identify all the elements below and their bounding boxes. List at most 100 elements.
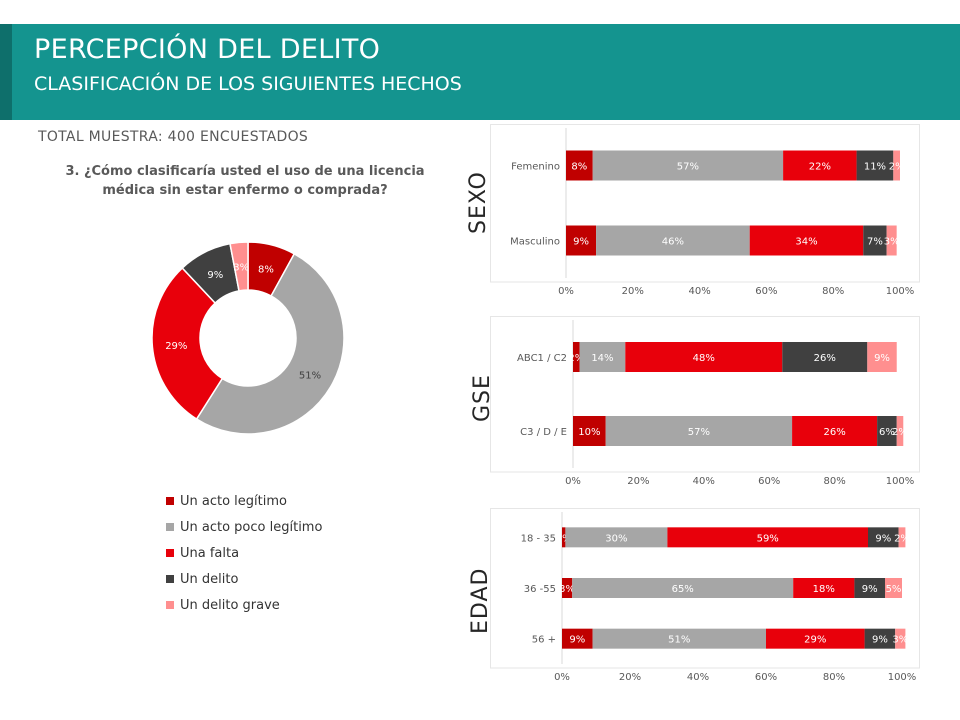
bar-segment — [782, 342, 868, 372]
pie-data-label: 9% — [207, 270, 223, 281]
bar-segment — [877, 416, 897, 446]
x-tick-label: 60% — [755, 672, 777, 683]
pie-data-label: 8% — [258, 264, 274, 275]
sample-note: TOTAL MUESTRA: 400 ENCUESTADOS — [38, 129, 309, 145]
bar-segment — [895, 628, 906, 649]
bar-data-label: 26% — [823, 427, 845, 438]
bar-segment — [667, 527, 868, 548]
x-tick-label: 60% — [755, 286, 777, 297]
x-tick-label: 20% — [622, 286, 644, 297]
bar-data-label: 9% — [872, 635, 888, 646]
bar-segment — [605, 416, 793, 446]
bar-data-label: 30% — [605, 533, 627, 544]
bar-data-label: 46% — [662, 237, 684, 248]
bar-segment — [596, 225, 750, 256]
pie-slice — [229, 241, 249, 292]
legend-swatch — [166, 497, 174, 505]
x-tick-label: 40% — [693, 476, 715, 487]
bar-segment — [565, 527, 668, 548]
bar-data-label: 57% — [677, 162, 699, 173]
legend: Un acto legítimo Un acto poco legítimo U… — [166, 488, 322, 618]
bar-segment — [566, 225, 597, 256]
bar-segment — [864, 628, 896, 649]
legend-item: Un delito — [166, 566, 322, 592]
bar-segment — [783, 150, 857, 181]
x-tick-label: 20% — [619, 672, 641, 683]
x-tick-label: 0% — [554, 672, 570, 683]
bar-segment — [885, 578, 902, 598]
plot-frame — [490, 316, 920, 473]
x-tick-label: 80% — [822, 286, 844, 297]
bar-data-label: 48% — [693, 353, 715, 364]
legend-swatch — [166, 523, 174, 531]
donut-chart: 8% 51% 29% 9% 3% — [151, 241, 345, 435]
bar-segment — [766, 628, 865, 649]
legend-label: Un delito grave — [180, 597, 280, 613]
bar-segment — [856, 150, 894, 181]
category-label: 36 -55 — [524, 584, 556, 595]
bar-chart-edad: 0% 20% 40% 60% 80% 100%18 - 35 1% 30% 59% 9% 2%36 … — [490, 508, 920, 683]
bar-data-label: 9% — [862, 584, 878, 595]
bar-data-label: 2% — [892, 427, 908, 438]
header-accent — [0, 24, 12, 120]
x-tick-label: 80% — [823, 476, 845, 487]
x-tick-label: 80% — [823, 672, 845, 683]
bar-segment — [793, 578, 855, 598]
bar-data-label: 6% — [879, 427, 895, 438]
category-label: 56 + — [532, 635, 556, 646]
x-tick-label: 60% — [758, 476, 780, 487]
bar-segment — [898, 527, 906, 548]
legend-swatch — [166, 549, 174, 557]
x-tick-label: 0% — [565, 476, 581, 487]
bar-data-label: 9% — [875, 533, 891, 544]
bar-data-label: 11% — [864, 162, 886, 173]
header-banner — [0, 24, 960, 120]
bar-data-label: 9% — [874, 353, 890, 364]
plot-frame — [490, 508, 920, 669]
pie-data-label: 3% — [233, 262, 249, 273]
bar-data-label: 3% — [892, 635, 908, 646]
bar-data-label: 2% — [568, 353, 584, 364]
category-label: C3 / D / E — [520, 427, 567, 438]
pie-data-label: 29% — [165, 341, 187, 352]
x-tick-label: 100% — [886, 476, 915, 487]
bar-data-label: 34% — [795, 237, 817, 248]
legend-item: Un acto poco legítimo — [166, 514, 322, 540]
bar-data-label: 14% — [591, 353, 613, 364]
bar-segment — [562, 527, 566, 548]
bar-segment — [749, 225, 864, 256]
bar-data-label: 29% — [804, 635, 826, 646]
bar-segment — [863, 225, 887, 256]
group-label-sexo: SEXO — [466, 171, 491, 234]
bar-segment — [854, 578, 885, 598]
bar-segment — [573, 342, 580, 372]
category-label: ABC1 / C2 — [517, 353, 567, 364]
bar-data-label: 57% — [688, 427, 710, 438]
bar-segment — [886, 225, 897, 256]
bar-segment — [562, 578, 573, 598]
bar-data-label: 5% — [886, 584, 902, 595]
bar-data-label: 9% — [573, 237, 589, 248]
bar-segment — [579, 342, 626, 372]
x-tick-label: 100% — [888, 672, 917, 683]
page-title: PERCEPCIÓN DEL DELITO — [34, 34, 381, 65]
bar-segment — [896, 416, 904, 446]
bar-data-label: 65% — [672, 584, 694, 595]
x-tick-label: 0% — [558, 286, 574, 297]
category-label: Femenino — [511, 162, 560, 173]
bar-chart-sexo: 0% 20% 40% 60% 80% 100% Femenino 8% 57% 22% 11% 2% M… — [490, 124, 920, 297]
bar-chart-gse: 0% 20% 40% 60% 80% 100%ABC1 / C2 2% 14% 48% 26% 9%… — [490, 316, 920, 487]
bar-segment — [792, 416, 878, 446]
pie-data-label: 51% — [299, 371, 321, 382]
bar-segment — [592, 150, 784, 181]
bar-data-label: 18% — [813, 584, 835, 595]
pie-slice — [151, 266, 224, 421]
bar-data-label: 3% — [884, 237, 900, 248]
bar-data-label: 59% — [757, 533, 779, 544]
page-subtitle: CLASIFICACIÓN DE LOS SIGUIENTES HECHOS — [34, 73, 462, 95]
bar-segment — [868, 527, 899, 548]
legend-swatch — [166, 575, 174, 583]
legend-label: Un delito — [180, 571, 239, 587]
legend-swatch — [166, 601, 174, 609]
bar-segment — [867, 342, 897, 372]
